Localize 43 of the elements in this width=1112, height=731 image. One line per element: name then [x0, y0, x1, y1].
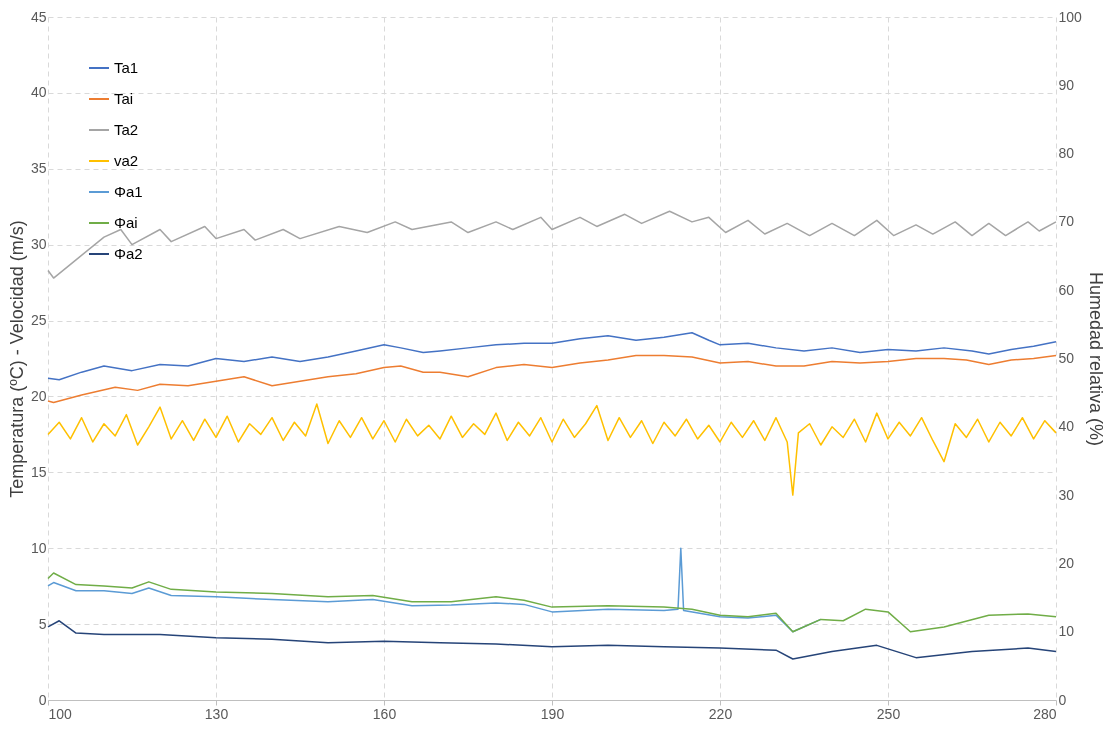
- y2-tick-label: 100: [1058, 8, 1083, 25]
- y-tick-label: 0: [38, 691, 47, 708]
- x-tick-label: 250: [876, 705, 901, 722]
- y2-tick-label: 60: [1058, 281, 1075, 298]
- y-tick-label: 5: [38, 615, 47, 632]
- y-tick-label: 10: [30, 539, 47, 556]
- y2-tick-label: 40: [1058, 418, 1075, 435]
- y2-tick-label: 80: [1058, 145, 1075, 162]
- x-tick-label: 130: [204, 705, 229, 722]
- line-series: [47, 620, 1057, 660]
- line-series: [47, 210, 1057, 279]
- y2-tick-label: 30: [1058, 486, 1075, 503]
- x-tick-label: 100: [48, 705, 73, 722]
- y-tick-label: 40: [30, 84, 47, 101]
- y-tick-label: 30: [30, 236, 47, 253]
- legend-label: Ta2: [114, 121, 139, 138]
- legend-label: Tai: [114, 90, 134, 107]
- y2-tick-label: 10: [1058, 623, 1075, 640]
- legend-label: va2: [114, 152, 139, 169]
- legend-label: Φai: [114, 214, 138, 231]
- x-tick-label: 220: [708, 705, 733, 722]
- y2-tick-label: 20: [1058, 554, 1075, 571]
- y2-tick-label: 70: [1058, 213, 1075, 230]
- x-tick-label: 160: [372, 705, 397, 722]
- y-axis-title: Temperatura (ºC) - Velocidad (m/s): [6, 220, 27, 498]
- y-tick-label: 45: [30, 8, 47, 25]
- y-tick-label: 20: [30, 387, 47, 404]
- y2-tick-label: 0: [1058, 691, 1067, 708]
- legend-label: Φa1: [114, 183, 143, 200]
- x-tick-label: 190: [540, 705, 565, 722]
- line-series: [47, 331, 1057, 381]
- y2-axis-title: Humedad relativa (%): [1085, 271, 1106, 447]
- y-tick-label: 35: [30, 160, 47, 177]
- y-tick-label: 15: [30, 463, 47, 480]
- legend-label: Φa2: [114, 245, 143, 262]
- line-series: [47, 572, 1057, 633]
- x-tick-label: 280: [1033, 705, 1057, 722]
- line-series: [47, 403, 1057, 496]
- y2-tick-label: 50: [1058, 350, 1075, 366]
- legend-label: Ta1: [114, 59, 139, 76]
- line-series: [47, 354, 1057, 404]
- y2-tick-label: 90: [1058, 76, 1075, 93]
- y-tick-label: 25: [30, 312, 47, 329]
